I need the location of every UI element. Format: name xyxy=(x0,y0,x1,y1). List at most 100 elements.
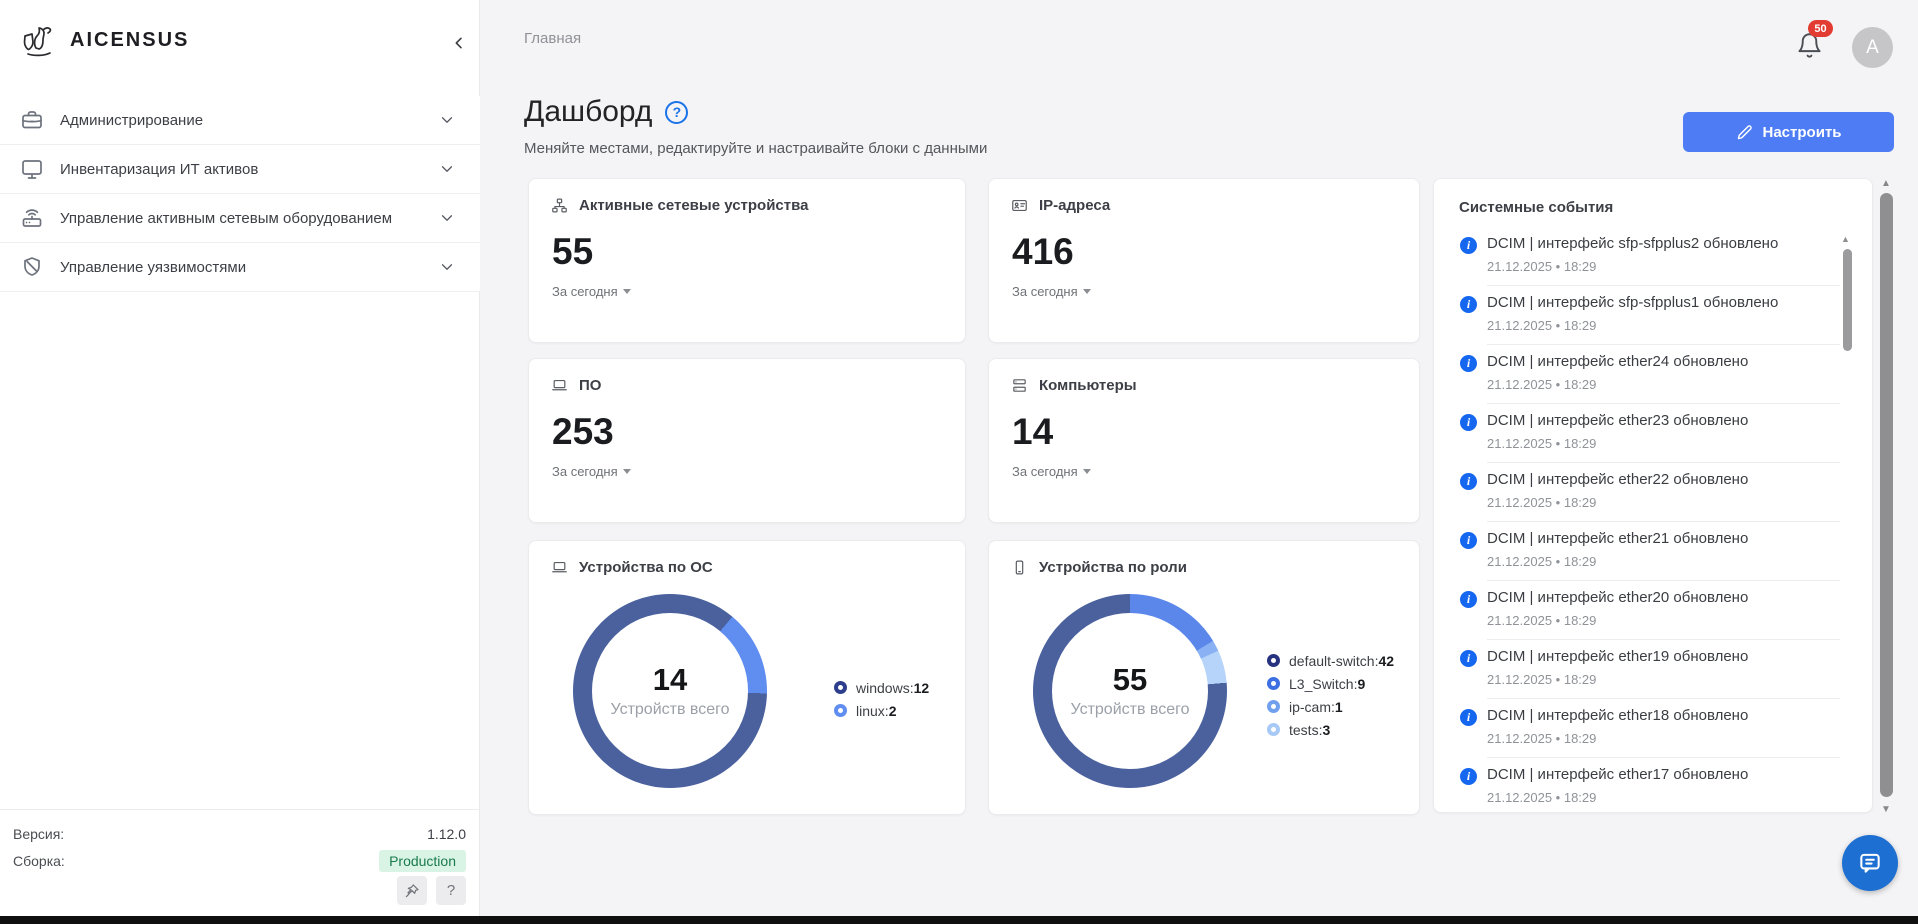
info-icon: i xyxy=(1460,355,1477,372)
stat-card-value: 253 xyxy=(552,411,614,452)
legend-item[interactable]: default-switch:42 xyxy=(1267,649,1394,672)
router-icon xyxy=(22,209,42,227)
system-events-panel: Системные события i DCIM | интерфейс sfp-… xyxy=(1433,178,1873,813)
sidebar-item-1[interactable]: Инвентаризация ИТ активов xyxy=(0,145,480,194)
briefcase-icon xyxy=(22,111,42,129)
event-item[interactable]: i DCIM | интерфейс ether24 обновлено 21.12… xyxy=(1434,345,1872,404)
events-scrollbar-thumb[interactable] xyxy=(1843,249,1852,351)
event-text: DCIM | интерфейс ether19 обновлено xyxy=(1487,648,1749,665)
id-card-icon xyxy=(1012,199,1027,212)
info-icon: i xyxy=(1460,532,1477,549)
info-icon: i xyxy=(1460,237,1477,254)
scroll-up-arrow[interactable]: ▲ xyxy=(1881,178,1891,189)
event-time: 21.12.2025 • 18:29 xyxy=(1487,377,1597,392)
event-item[interactable]: i DCIM | интерфейс ether20 обновлено 21.12… xyxy=(1434,581,1872,640)
event-text: DCIM | интерфейс ether21 обновлено xyxy=(1487,530,1749,547)
chevron-down-icon xyxy=(441,215,453,221)
configure-button[interactable]: Настроить xyxy=(1683,112,1894,152)
stat-card-0: Активные сетевые устройства 55 За сегодня xyxy=(528,178,966,343)
stat-card-title: IP-адреса xyxy=(1039,197,1111,214)
event-text: DCIM | интерфейс ether24 обновлено xyxy=(1487,353,1749,370)
caret-down-icon xyxy=(622,469,631,474)
chat-button[interactable] xyxy=(1842,835,1898,891)
stat-card-value: 416 xyxy=(1012,231,1074,272)
event-item[interactable]: i DCIM | интерфейс ether18 обновлено 21.12… xyxy=(1434,699,1872,758)
info-icon: i xyxy=(1460,768,1477,785)
laptop-icon xyxy=(552,561,567,573)
event-item[interactable]: i DCIM | интерфейс ether22 обновлено 21.12… xyxy=(1434,463,1872,522)
content-scrollbar-thumb[interactable] xyxy=(1880,193,1893,797)
sidebar: AICENSUS Администрирование Инвентаризация… xyxy=(0,0,480,916)
stat-card-title: ПО xyxy=(579,377,602,394)
monitor-icon xyxy=(22,160,42,179)
build-badge: Production xyxy=(379,850,466,872)
event-time: 21.12.2025 • 18:29 xyxy=(1487,554,1597,569)
legend-item[interactable]: tests:3 xyxy=(1267,718,1394,741)
sidebar-item-label: Управление активным сетевым оборудование… xyxy=(60,209,393,227)
breadcrumb[interactable]: Главная xyxy=(524,30,582,47)
donut-card-title: Устройства по ОС xyxy=(579,559,713,576)
sidebar-collapse-button[interactable] xyxy=(446,30,472,56)
events-panel-title: Системные события xyxy=(1459,199,1614,216)
notification-badge: 50 xyxy=(1808,20,1833,37)
avatar[interactable]: A xyxy=(1852,27,1893,68)
sidebar-item-label: Управление уязвимостями xyxy=(60,258,247,276)
period-label: За сегодня xyxy=(552,464,618,479)
legend-item[interactable]: windows:12 xyxy=(834,676,929,699)
events-scroll-up-arrow[interactable]: ▲ xyxy=(1841,234,1850,244)
event-text: DCIM | интерфейс ether23 обновлено xyxy=(1487,412,1749,429)
scroll-down-arrow[interactable]: ▼ xyxy=(1881,804,1891,815)
page-subtitle: Меняйте местами, редактируйте и настраив… xyxy=(524,140,988,157)
event-time: 21.12.2025 • 18:29 xyxy=(1487,672,1597,687)
period-dropdown[interactable]: За сегодня xyxy=(552,464,631,479)
main-content: Главная 50 A Дашборд ? Меняйте местами, … xyxy=(481,0,1918,916)
caret-down-icon xyxy=(1082,289,1091,294)
event-item[interactable]: i DCIM | интерфейс sfp-sfpplus1 обновлено… xyxy=(1434,286,1872,345)
legend-dot-icon xyxy=(1267,677,1280,690)
period-dropdown[interactable]: За сегодня xyxy=(1012,284,1091,299)
configure-button-label: Настроить xyxy=(1762,123,1842,141)
legend-label: windows:12 xyxy=(856,679,930,696)
stat-card-title: Активные сетевые устройства xyxy=(579,197,809,214)
legend-dot-icon xyxy=(1267,700,1280,713)
info-icon: i xyxy=(1460,473,1477,490)
event-item[interactable]: i DCIM | интерфейс ether23 обновлено 21.12… xyxy=(1434,404,1872,463)
event-time: 21.12.2025 • 18:29 xyxy=(1487,613,1597,628)
notifications-button[interactable]: 50 xyxy=(1794,20,1840,64)
event-text: DCIM | интерфейс sfp-sfpplus2 обновлено xyxy=(1487,235,1779,252)
info-icon: i xyxy=(1460,414,1477,431)
event-text: DCIM | интерфейс ether17 обновлено xyxy=(1487,766,1749,783)
event-time: 21.12.2025 • 18:29 xyxy=(1487,731,1597,746)
event-text: DCIM | интерфейс sfp-sfpplus1 обновлено xyxy=(1487,294,1779,311)
event-time: 21.12.2025 • 18:29 xyxy=(1487,436,1597,451)
donut-card-0: Устройства по ОС 14 Устройств всего windows… xyxy=(528,540,966,815)
period-label: За сегодня xyxy=(1012,464,1078,479)
event-item[interactable]: i DCIM | интерфейс ether17 обновлено 21.12… xyxy=(1434,758,1872,810)
legend-item[interactable]: linux:2 xyxy=(834,699,929,722)
legend-dot-icon xyxy=(834,704,847,717)
sidebar-item-label: Администрирование xyxy=(60,111,204,129)
legend-item[interactable]: ip-cam:1 xyxy=(1267,695,1394,718)
event-item[interactable]: i DCIM | интерфейс ether21 обновлено 21.12… xyxy=(1434,522,1872,581)
period-dropdown[interactable]: За сегодня xyxy=(1012,464,1091,479)
stat-card-title: Компьютеры xyxy=(1039,377,1137,394)
event-time: 21.12.2025 • 18:29 xyxy=(1487,259,1597,274)
build-label: Сборка: xyxy=(13,853,65,869)
sidebar-item-2[interactable]: Управление активным сетевым оборудование… xyxy=(0,194,480,243)
legend-label: linux:2 xyxy=(856,702,897,719)
chat-bubble-icon xyxy=(1860,853,1880,873)
donut-chart: 55 Устройств всего xyxy=(1033,594,1227,788)
pushpin-icon xyxy=(405,883,419,897)
pencil-icon xyxy=(1737,124,1752,139)
event-text: DCIM | интерфейс ether22 обновлено xyxy=(1487,471,1749,488)
sidebar-item-3[interactable]: Управление уязвимостями xyxy=(0,243,480,292)
period-dropdown[interactable]: За сегодня xyxy=(552,284,631,299)
donut-total-label: Устройств всего xyxy=(610,700,730,718)
event-item[interactable]: i DCIM | интерфейс ether19 обновлено 21.12… xyxy=(1434,640,1872,699)
sidebar-item-0[interactable]: Администрирование xyxy=(0,96,480,145)
help-icon[interactable]: ? xyxy=(665,100,689,124)
event-item[interactable]: i DCIM | интерфейс sfp-sfpplus2 обновлено… xyxy=(1434,227,1872,286)
pin-button[interactable] xyxy=(397,876,427,905)
legend-item[interactable]: L3_Switch:9 xyxy=(1267,672,1394,695)
help-footer-button[interactable]: ? xyxy=(436,876,466,905)
